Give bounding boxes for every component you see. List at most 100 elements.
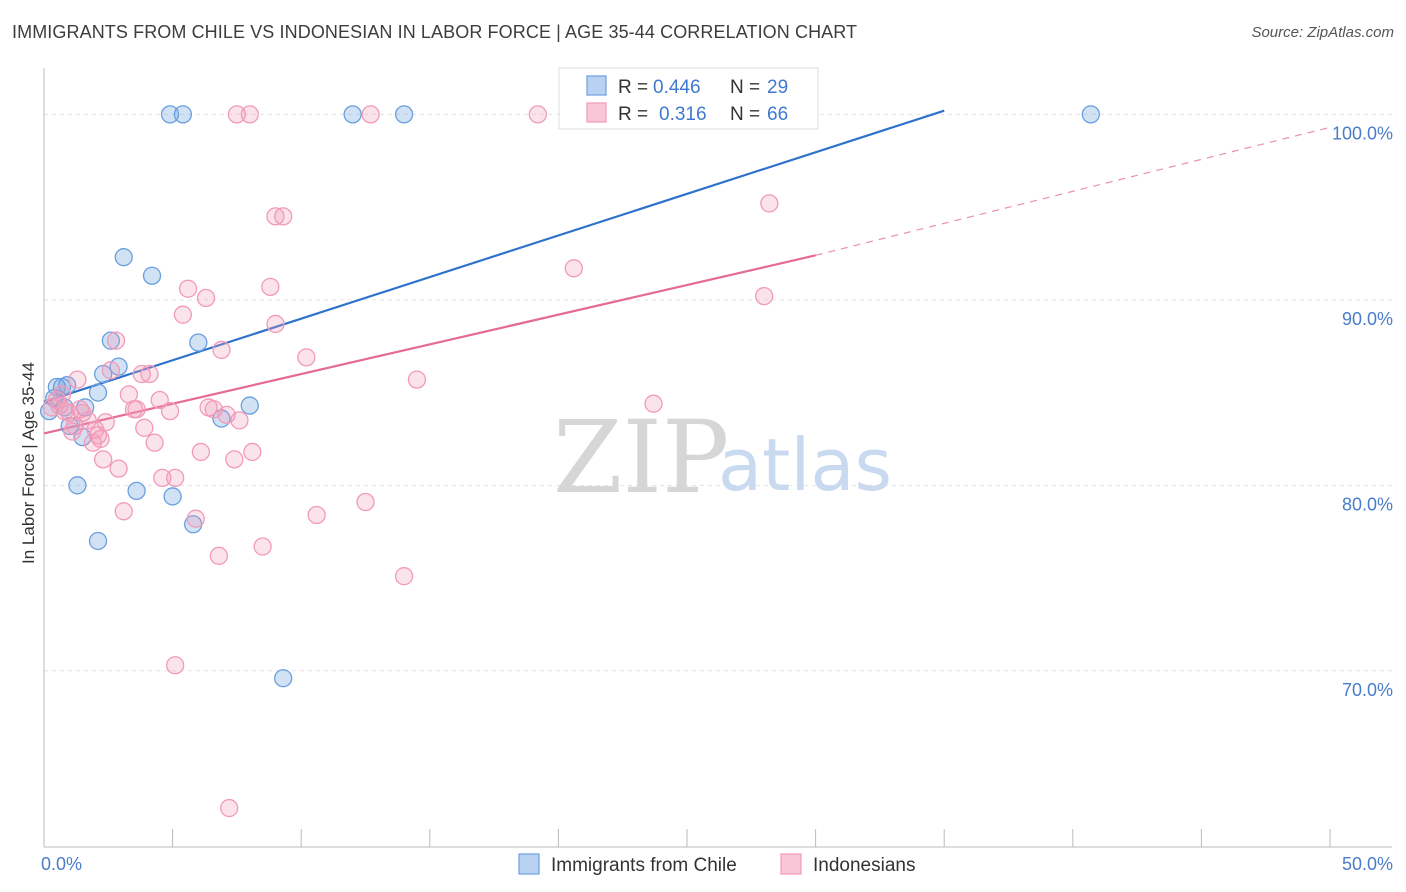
point-indonesians-41 (266, 314, 285, 334)
point-indonesians-23 (150, 390, 169, 410)
y-tick-label-3: 70.0% (1342, 680, 1393, 700)
point-indonesians-22 (145, 433, 164, 452)
point-indonesians-51 (227, 105, 247, 124)
y-tick-label-2: 80.0% (1342, 494, 1393, 514)
point-indonesians-31 (196, 288, 216, 308)
point-indonesians-28 (178, 279, 198, 298)
point-indonesians-62 (65, 416, 85, 436)
watermark: ZIP atlas (553, 399, 892, 516)
point-indonesians-30 (191, 442, 211, 462)
point-indonesians-45 (307, 505, 326, 525)
point-chile-14 (88, 531, 108, 551)
point-indonesians-60 (124, 400, 144, 419)
point-indonesians-6 (68, 370, 87, 389)
bottom-legend: Immigrants from Chile Indonesians (518, 853, 915, 876)
point-indonesians-36 (225, 450, 244, 469)
point-indonesians-21 (135, 418, 154, 437)
chart-title: IMMIGRANTS FROM CHILE VS INDONESIAN IN L… (12, 22, 858, 42)
point-indonesians-50 (220, 798, 239, 818)
point-indonesians-48 (407, 370, 427, 389)
point-indonesians-64 (91, 429, 110, 449)
point-chile-24 (160, 105, 180, 124)
point-indonesians-37 (230, 411, 249, 430)
legend-r-label-indonesians: R = (618, 104, 648, 125)
x-tick-label-0: 0.0% (41, 854, 82, 874)
point-indonesians-63 (199, 398, 218, 417)
legend-r-label-chile: R = (618, 77, 648, 98)
point-chile-27 (394, 105, 414, 124)
x-tick-label-1: 50.0% (1342, 854, 1393, 874)
point-indonesians-24 (153, 468, 172, 488)
legend-n-value-indonesians: 66 (767, 104, 788, 125)
bottom-legend-swatch-chile (518, 853, 540, 875)
point-indonesians-29 (186, 509, 205, 528)
point-indonesians-40 (261, 277, 280, 297)
point-chile-15 (114, 248, 133, 267)
trend-line-indonesians-extension (815, 126, 1331, 256)
point-indonesians-20 (132, 364, 151, 384)
point-indonesians-49 (166, 656, 185, 675)
point-indonesians-56 (644, 394, 663, 413)
watermark-atlas: atlas (718, 423, 892, 507)
point-indonesians-27 (173, 305, 193, 324)
point-indonesians-52 (240, 105, 259, 124)
legend-r-value-indonesians: 0.316 (659, 104, 707, 125)
point-indonesians-14 (96, 413, 115, 432)
point-indonesians-33 (209, 546, 229, 565)
legend-swatch-indonesians (586, 102, 607, 123)
point-indonesians-25 (160, 401, 180, 421)
point-chile-23 (274, 669, 293, 688)
point-indonesians-44 (297, 348, 316, 367)
watermark-zip: ZIP (553, 399, 729, 516)
point-indonesians-13 (94, 450, 113, 469)
point-indonesians-54 (528, 105, 547, 124)
point-indonesians-47 (394, 567, 414, 586)
point-chile-20 (189, 333, 208, 352)
point-indonesians-17 (114, 502, 133, 521)
bottom-legend-label-indonesians: Indonesians (813, 855, 915, 876)
y-axis-label: In Labor Force | Age 35-44 (19, 362, 38, 564)
point-indonesians-53 (361, 105, 380, 124)
legend-swatch-chile (586, 75, 607, 96)
point-indonesians-42 (274, 207, 293, 226)
legend-n-value-chile: 29 (767, 77, 788, 98)
point-chile-18 (163, 487, 182, 506)
point-indonesians-65 (50, 396, 69, 415)
point-indonesians-58 (760, 194, 779, 213)
y-tick-labels: 100.0% 90.0% 80.0% 70.0% (1332, 123, 1393, 699)
point-indonesians-61 (140, 364, 159, 384)
point-indonesians-15 (101, 361, 121, 380)
point-chile-26 (343, 105, 362, 124)
trend-line-chile (43, 109, 945, 403)
legend-r-value-chile: 0.446 (653, 77, 701, 98)
axes (43, 68, 1392, 848)
point-indonesians-38 (243, 442, 262, 462)
point-chile-12 (101, 331, 121, 350)
gridlines (44, 113, 1392, 672)
x-tick-labels: 0.0% 50.0% (41, 854, 1393, 874)
point-chile-25 (173, 105, 193, 124)
bottom-legend-swatch-indonesians (780, 853, 802, 875)
legend: R = 0.446 N = 29 R = 0.316 N = 66 (558, 67, 819, 130)
point-chile-22 (240, 396, 259, 415)
point-indonesians-34 (212, 340, 231, 360)
bottom-legend-label-chile: Immigrants from Chile (551, 855, 737, 876)
trend-lines (43, 109, 1331, 435)
point-indonesians-55 (564, 259, 583, 278)
legend-n-label-chile: N = (730, 77, 760, 98)
y-tick-label-0: 100.0% (1332, 123, 1393, 143)
y-tick-label-1: 90.0% (1342, 309, 1393, 329)
point-chile-17 (142, 266, 162, 285)
point-chile-7 (68, 476, 87, 495)
chart-source: Source: ZipAtlas.com (1251, 24, 1394, 41)
point-chile-16 (127, 481, 146, 501)
point-chile-28 (1081, 105, 1100, 124)
point-indonesians-39 (253, 537, 272, 556)
point-indonesians-26 (166, 468, 185, 488)
point-indonesians-16 (109, 459, 128, 478)
point-chile-10 (88, 383, 108, 402)
legend-n-label-indonesians: N = (730, 104, 760, 125)
point-chile-4 (57, 376, 77, 395)
point-indonesians-57 (755, 286, 774, 306)
